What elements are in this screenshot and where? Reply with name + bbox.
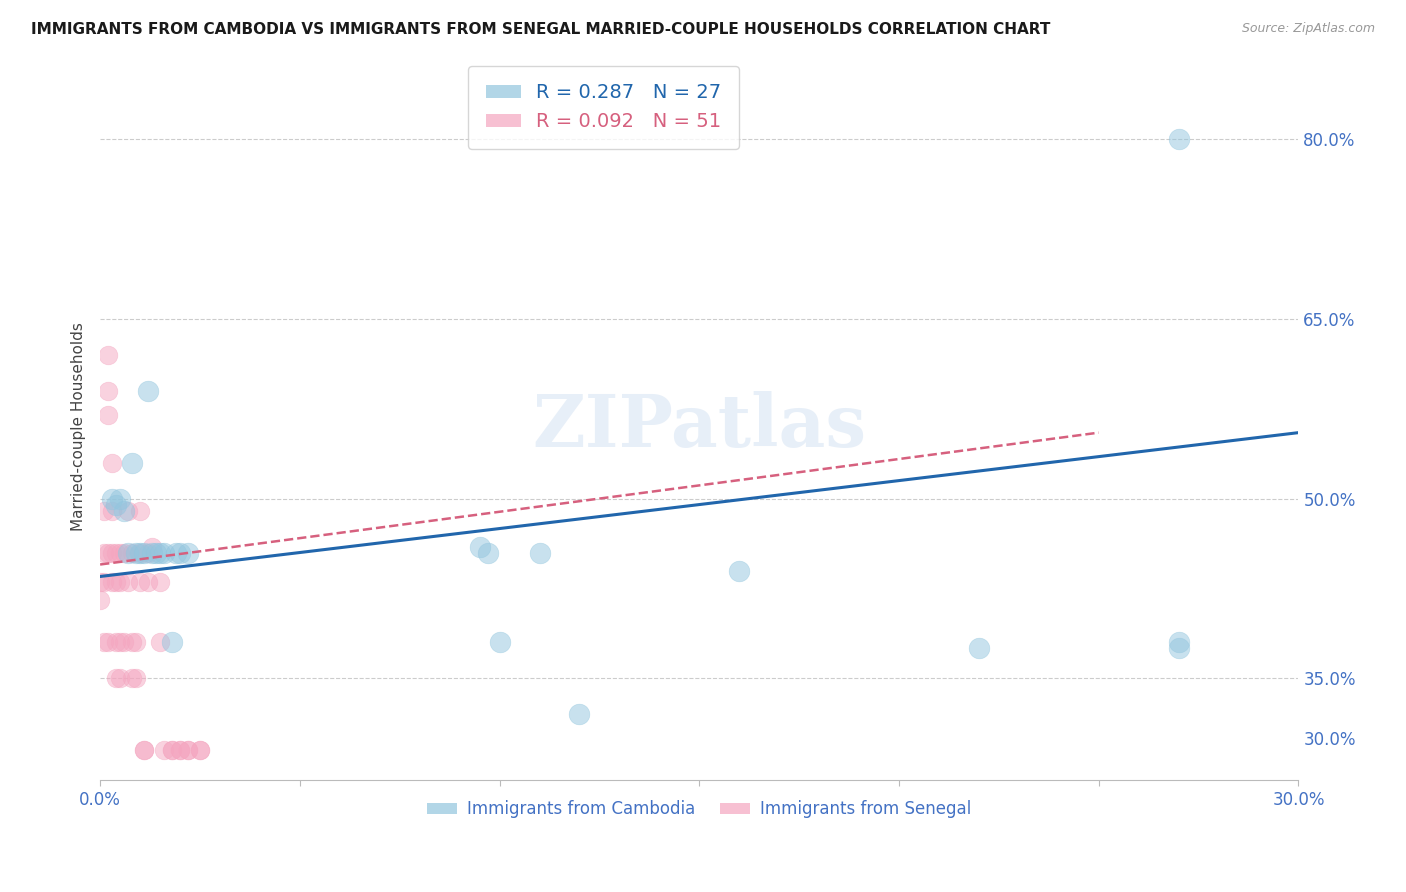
Point [97,348,120,362]
Point [136,384,159,398]
Point [105,672,128,686]
Text: ZIPatlas: ZIPatlas [533,391,866,462]
Point [105,635,128,649]
Point [1167,132,1189,146]
Point [132,743,155,757]
Point [149,635,172,649]
Point [121,672,143,686]
Point [117,545,139,559]
Point [108,575,131,590]
Point [121,456,143,470]
Point [468,540,491,554]
Point [160,743,183,757]
Point [129,545,152,559]
Point [149,575,172,590]
Point [121,545,143,559]
Point [177,545,200,559]
Point [97,408,120,422]
Point [101,575,124,590]
Point [169,743,191,757]
Point [177,743,200,757]
Point [108,491,131,506]
Y-axis label: Married-couple Households: Married-couple Households [72,322,86,531]
Point [477,545,499,559]
Point [1167,641,1189,656]
Point [145,545,167,559]
Point [169,743,191,757]
Point [160,635,183,649]
Point [117,575,139,590]
Point [141,545,163,559]
Point [160,743,183,757]
Point [529,545,551,559]
Text: Source: ZipAtlas.com: Source: ZipAtlas.com [1241,22,1375,36]
Point [121,635,143,649]
Point [177,743,200,757]
Point [101,491,124,506]
Point [93,503,115,517]
Point [169,545,191,559]
Point [112,635,135,649]
Point [101,545,124,559]
Point [112,545,135,559]
Point [97,384,120,398]
Point [136,545,159,559]
Point [136,575,159,590]
Point [149,545,172,559]
Point [125,545,148,559]
Point [132,743,155,757]
Point [108,635,131,649]
Point [105,575,128,590]
Point [97,635,120,649]
Point [153,545,176,559]
Point [105,498,128,512]
Point [125,672,148,686]
Point [108,672,131,686]
Point [89,575,111,590]
Point [129,575,152,590]
Text: IMMIGRANTS FROM CAMBODIA VS IMMIGRANTS FROM SENEGAL MARRIED-COUPLE HOUSEHOLDS CO: IMMIGRANTS FROM CAMBODIA VS IMMIGRANTS F… [31,22,1050,37]
Point [93,545,115,559]
Point [93,635,115,649]
Point [125,635,148,649]
Point [93,575,115,590]
Point [153,743,176,757]
Point [728,564,751,578]
Point [188,743,211,757]
Point [89,593,111,607]
Point [105,545,128,559]
Point [141,540,163,554]
Point [97,545,120,559]
Point [132,545,155,559]
Point [188,743,211,757]
Point [101,456,124,470]
Point [1167,635,1189,649]
Legend: Immigrants from Cambodia, Immigrants from Senegal: Immigrants from Cambodia, Immigrants fro… [420,794,979,825]
Point [568,707,591,722]
Point [165,545,187,559]
Point [108,545,131,559]
Point [967,641,990,656]
Point [129,503,152,517]
Point [129,545,152,559]
Point [112,503,135,517]
Point [488,635,510,649]
Point [101,503,124,517]
Point [117,503,139,517]
